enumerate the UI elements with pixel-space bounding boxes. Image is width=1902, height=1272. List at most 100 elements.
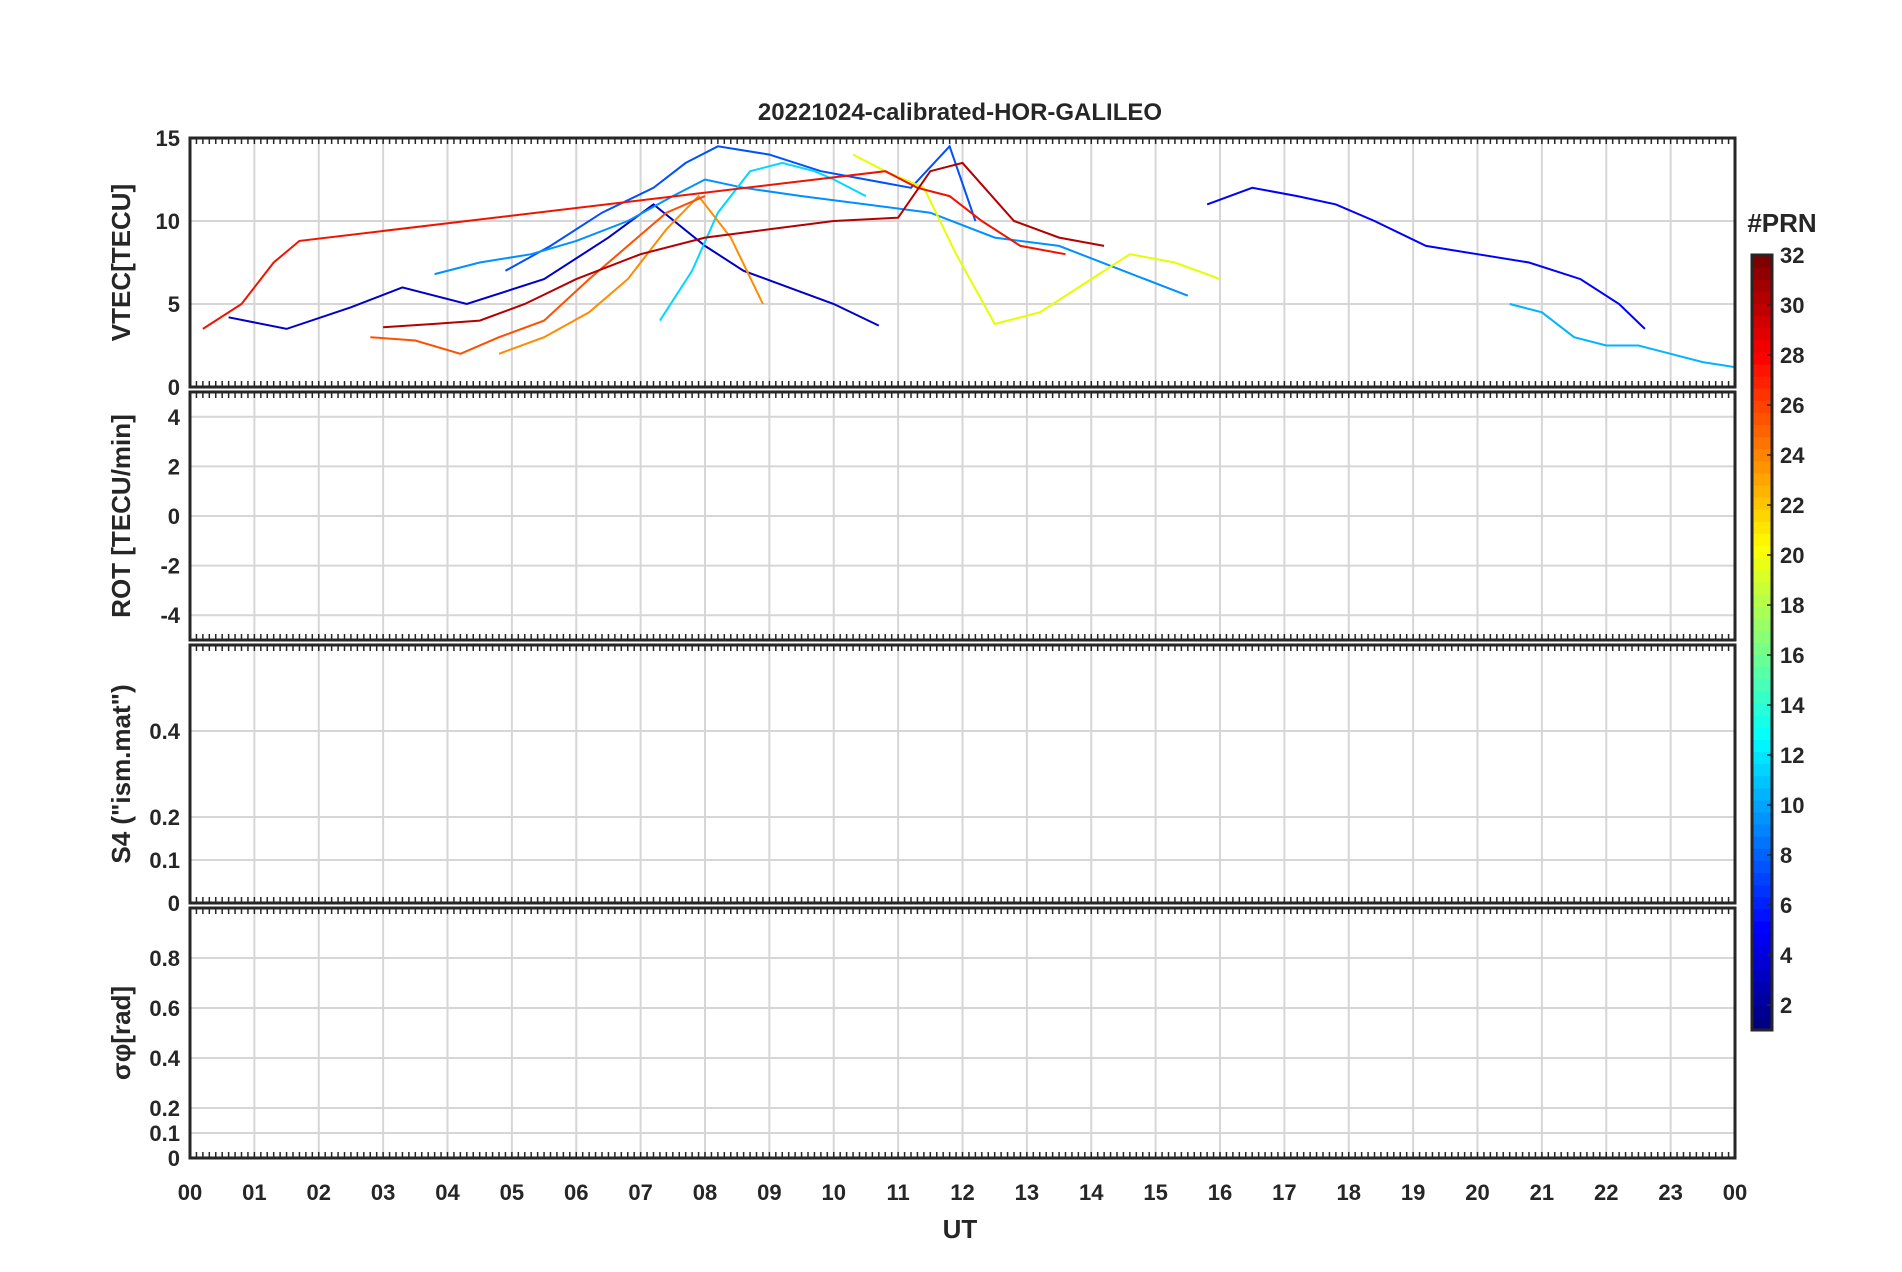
x-tick-label: 15: [1143, 1180, 1167, 1205]
y-tick-label: 0.4: [149, 719, 180, 744]
colorbar-tick-label: 14: [1780, 693, 1805, 718]
series-line-prn-10: [1509, 303, 1735, 369]
x-tick-label: 16: [1208, 1180, 1232, 1205]
colorbar-segment: [1752, 618, 1772, 631]
colorbar-segment: [1752, 594, 1772, 607]
colorbar-segment: [1752, 654, 1772, 668]
colorbar-segment: [1752, 860, 1772, 874]
colorbar-segment: [1752, 472, 1772, 486]
colorbar-segment: [1752, 727, 1772, 740]
colorbar-tick-label: 12: [1780, 743, 1804, 768]
colorbar-segment: [1752, 739, 1772, 752]
colorbar-segment: [1752, 751, 1772, 765]
panel-frame: [188, 390, 1737, 642]
y-tick-label: 4: [168, 405, 181, 430]
series-line-prn-26: [370, 195, 706, 355]
colorbar-segment: [1752, 327, 1772, 341]
colorbar-tick-label: 32: [1780, 243, 1804, 268]
y-tick-label: 0.2: [149, 1096, 180, 1121]
colorbar-segment: [1752, 642, 1772, 656]
colorbar-segment: [1752, 255, 1772, 268]
colorbar-segment: [1752, 969, 1772, 983]
x-tick-label: 04: [435, 1180, 460, 1205]
colorbar-tick-label: 16: [1780, 643, 1804, 668]
colorbar-segment: [1752, 666, 1772, 680]
colorbar-segment: [1752, 993, 1772, 1007]
y-tick-label: 0.1: [149, 1121, 180, 1146]
x-tick-label: 20: [1465, 1180, 1489, 1205]
colorbar-segment: [1752, 836, 1772, 849]
series-line-prn-8: [434, 178, 1189, 297]
colorbar-segment: [1752, 424, 1772, 438]
series-line-prn-2: [228, 203, 880, 330]
x-tick-label: 22: [1594, 1180, 1618, 1205]
colorbar-segment: [1752, 896, 1772, 910]
colorbar-tick-label: 2: [1780, 993, 1792, 1018]
x-tick-label: 13: [1015, 1180, 1039, 1205]
colorbar-segment: [1752, 363, 1772, 377]
colorbar-segment: [1752, 376, 1772, 389]
colorbar-segment: [1752, 921, 1772, 934]
x-tick-label: 12: [950, 1180, 974, 1205]
series-line-prn-6: [504, 144, 977, 272]
colorbar-segment: [1752, 315, 1772, 329]
colorbar-segment: [1752, 581, 1772, 595]
colorbar-segment: [1752, 1005, 1772, 1019]
y-tick-label: 5: [168, 292, 180, 317]
series-line-prn-4: [1206, 186, 1646, 330]
colorbar-segment: [1752, 606, 1772, 619]
colorbar-segment: [1752, 388, 1772, 401]
x-tick-label: 10: [822, 1180, 846, 1205]
colorbar-segment: [1752, 291, 1772, 304]
colorbar-tick-label: 20: [1780, 543, 1804, 568]
panel-3: 0 0.1 0.2 0.4 S4 ("ism.mat"): [106, 643, 1737, 916]
x-tick-label: 21: [1530, 1180, 1554, 1205]
panel-frame: [188, 136, 1737, 389]
panel-frame: [188, 643, 1737, 905]
x-tick-label: 19: [1401, 1180, 1425, 1205]
x-tick-label: 02: [307, 1180, 331, 1205]
colorbar-frame: [1750, 253, 1774, 1032]
y-tick-label: 0.6: [149, 996, 180, 1021]
y-tick-label: 0: [168, 891, 180, 916]
colorbar-segment: [1752, 678, 1772, 692]
series-line-prn-20: [852, 153, 1221, 326]
y-tick-label: 10: [156, 209, 180, 234]
colorbar-segment: [1752, 267, 1772, 280]
colorbar-segment: [1752, 872, 1772, 886]
colorbar-segment: [1752, 703, 1772, 716]
x-tick-labels: 00 01 02 03 04 05 06 07 08 09 10 11 12 13 14 15 16 17 18 19…: [178, 1180, 1747, 1205]
x-tick-label: 14: [1079, 1180, 1104, 1205]
y-tick-label: 0.8: [149, 946, 180, 971]
y-tick-label: 0: [168, 504, 180, 529]
colorbar-segment: [1752, 690, 1772, 704]
colorbar-segment: [1752, 630, 1772, 643]
colorbar-segment: [1752, 521, 1772, 535]
x-tick-label: 03: [371, 1180, 395, 1205]
y-tick-label: 15: [156, 126, 180, 151]
colorbar-segment: [1752, 799, 1772, 813]
y-tick-label: 0.4: [149, 1046, 180, 1071]
colorbar-segment: [1752, 824, 1772, 837]
colorbar-segment: [1752, 812, 1772, 825]
x-tick-label: 09: [757, 1180, 781, 1205]
colorbar-segment: [1752, 448, 1772, 462]
colorbar-tick-label: 30: [1780, 293, 1804, 318]
colorbar-segment: [1752, 279, 1772, 292]
colorbar-segment: [1752, 497, 1772, 510]
colorbar-segment: [1752, 545, 1772, 559]
colorbar-segment: [1752, 557, 1772, 571]
colorbar-segment: [1752, 908, 1772, 922]
y-tick-label: 0.1: [149, 848, 180, 873]
panel-frame: [188, 906, 1737, 1160]
colorbar-segment: [1752, 848, 1772, 861]
x-tick-label: 00: [178, 1180, 202, 1205]
colorbar-segment: [1752, 1017, 1772, 1031]
x-tick-label: 11: [886, 1180, 909, 1205]
y-axis-label: VTEC[TECU]: [106, 184, 136, 341]
x-tick-label: 07: [628, 1180, 652, 1205]
panel-1: 0 5 10 15 VTEC[TECU]: [106, 126, 1737, 400]
y-tick-label: -4: [160, 603, 180, 628]
